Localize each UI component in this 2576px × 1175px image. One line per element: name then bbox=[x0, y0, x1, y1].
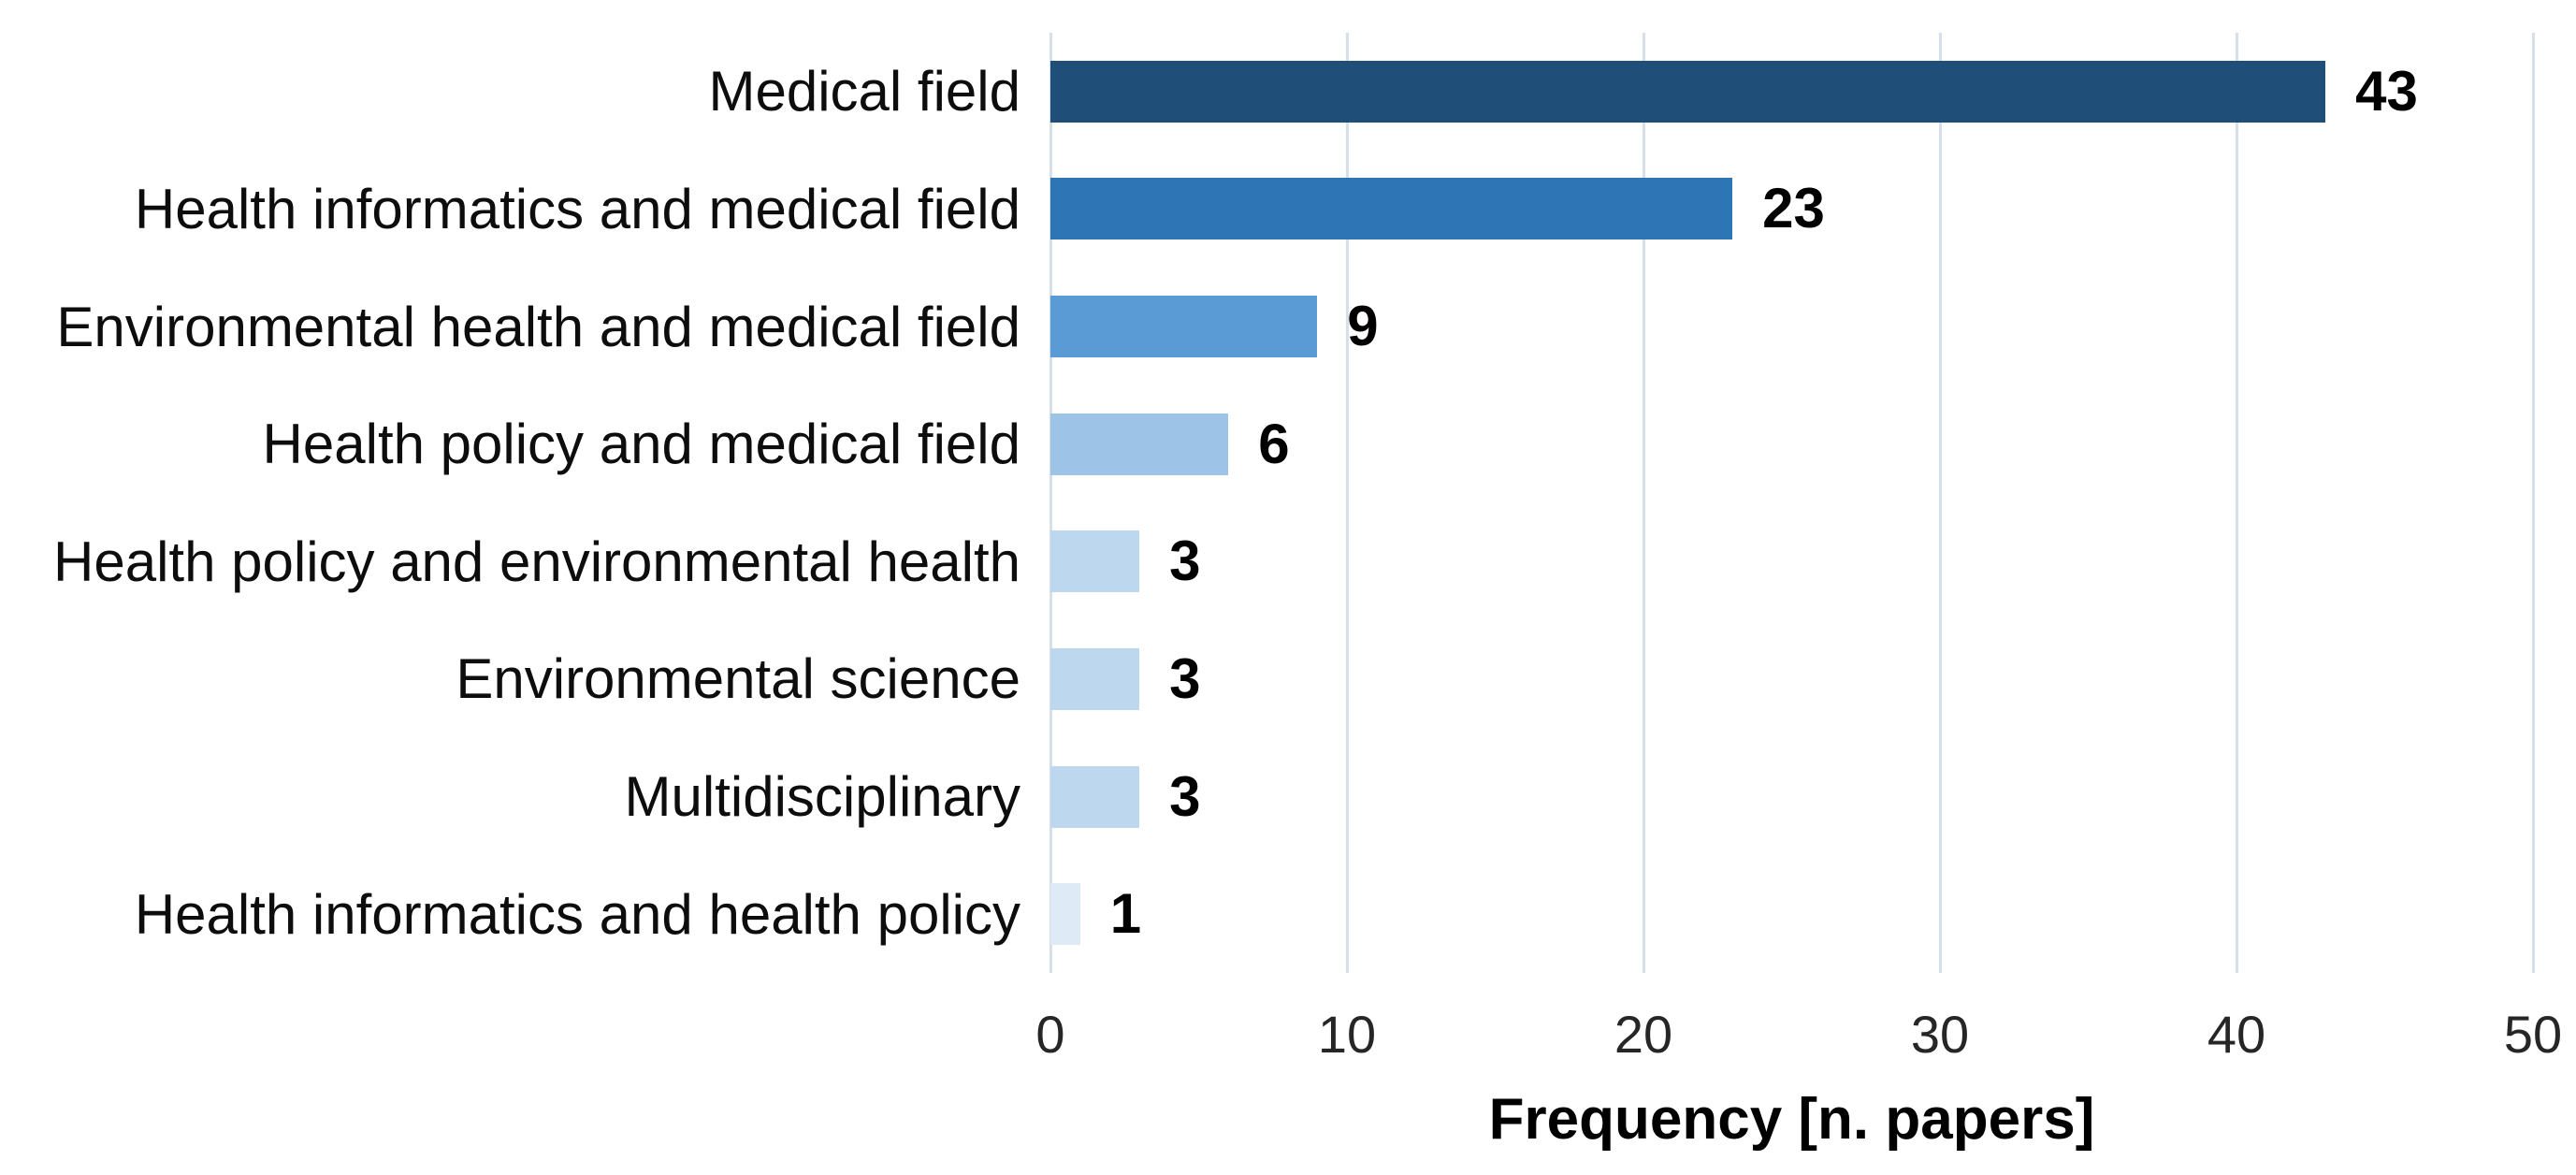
gridline bbox=[1938, 33, 1942, 973]
category-label: Environmental science bbox=[456, 647, 1020, 711]
category-label: Health informatics and medical field bbox=[134, 177, 1020, 240]
category-label: Health policy and medical field bbox=[262, 413, 1020, 476]
bar bbox=[1050, 530, 1140, 593]
bar bbox=[1050, 883, 1080, 946]
bar-row: 3 bbox=[1050, 620, 2533, 738]
x-tick-label: 30 bbox=[1910, 1005, 1970, 1064]
bar-row: 6 bbox=[1050, 385, 2533, 503]
value-label: 9 bbox=[1347, 295, 1379, 358]
bar-row: 23 bbox=[1050, 151, 2533, 268]
gridline bbox=[2235, 33, 2238, 973]
value-label: 23 bbox=[1762, 177, 1825, 240]
x-tick-label: 0 bbox=[1035, 1005, 1065, 1064]
gridline bbox=[2531, 33, 2535, 973]
category-labels: Medical field Health informatics and medi… bbox=[0, 33, 1050, 973]
bar-row: 1 bbox=[1050, 855, 2533, 973]
bar bbox=[1050, 413, 1229, 475]
value-label: 3 bbox=[1169, 764, 1201, 828]
bar bbox=[1050, 765, 1140, 828]
value-label: 43 bbox=[2355, 59, 2418, 123]
category-label: Health informatics and health policy bbox=[134, 882, 1020, 946]
bar-rows: 43 23 9 6 3 3 3 1 bbox=[1050, 33, 2533, 973]
gridline bbox=[1345, 33, 1349, 973]
bar-row: 43 bbox=[1050, 33, 2533, 151]
bar-row: 3 bbox=[1050, 738, 2533, 856]
x-tick-label: 40 bbox=[2207, 1005, 2266, 1064]
value-label: 6 bbox=[1258, 412, 1290, 475]
x-axis-title: Frequency [n. papers] bbox=[1488, 1087, 2095, 1152]
bar bbox=[1050, 647, 1140, 710]
gridline bbox=[1642, 33, 1645, 973]
x-axis-tick-labels: 0 10 20 30 40 50 bbox=[1035, 1005, 2562, 1068]
x-tick-label: 50 bbox=[2503, 1005, 2563, 1064]
value-label: 1 bbox=[1109, 882, 1142, 946]
x-tick-label: 10 bbox=[1317, 1005, 1377, 1064]
value-label: 3 bbox=[1169, 529, 1201, 593]
value-label: 3 bbox=[1169, 646, 1201, 710]
bar bbox=[1050, 296, 1318, 358]
category-label: Environmental health and medical field bbox=[56, 295, 1020, 358]
bar-row: 9 bbox=[1050, 268, 2533, 385]
plot-area: 43 23 9 6 3 3 3 1 bbox=[1049, 33, 2535, 973]
category-label: Multidisciplinary bbox=[624, 765, 1020, 829]
x-tick-label: 20 bbox=[1614, 1005, 1673, 1064]
category-label: Medical field bbox=[708, 60, 1021, 123]
category-label: Health policy and environmental health bbox=[53, 529, 1020, 593]
bar bbox=[1050, 60, 2326, 123]
gridline bbox=[1049, 33, 1052, 973]
bar-row: 3 bbox=[1050, 503, 2533, 621]
bar bbox=[1050, 178, 1733, 240]
